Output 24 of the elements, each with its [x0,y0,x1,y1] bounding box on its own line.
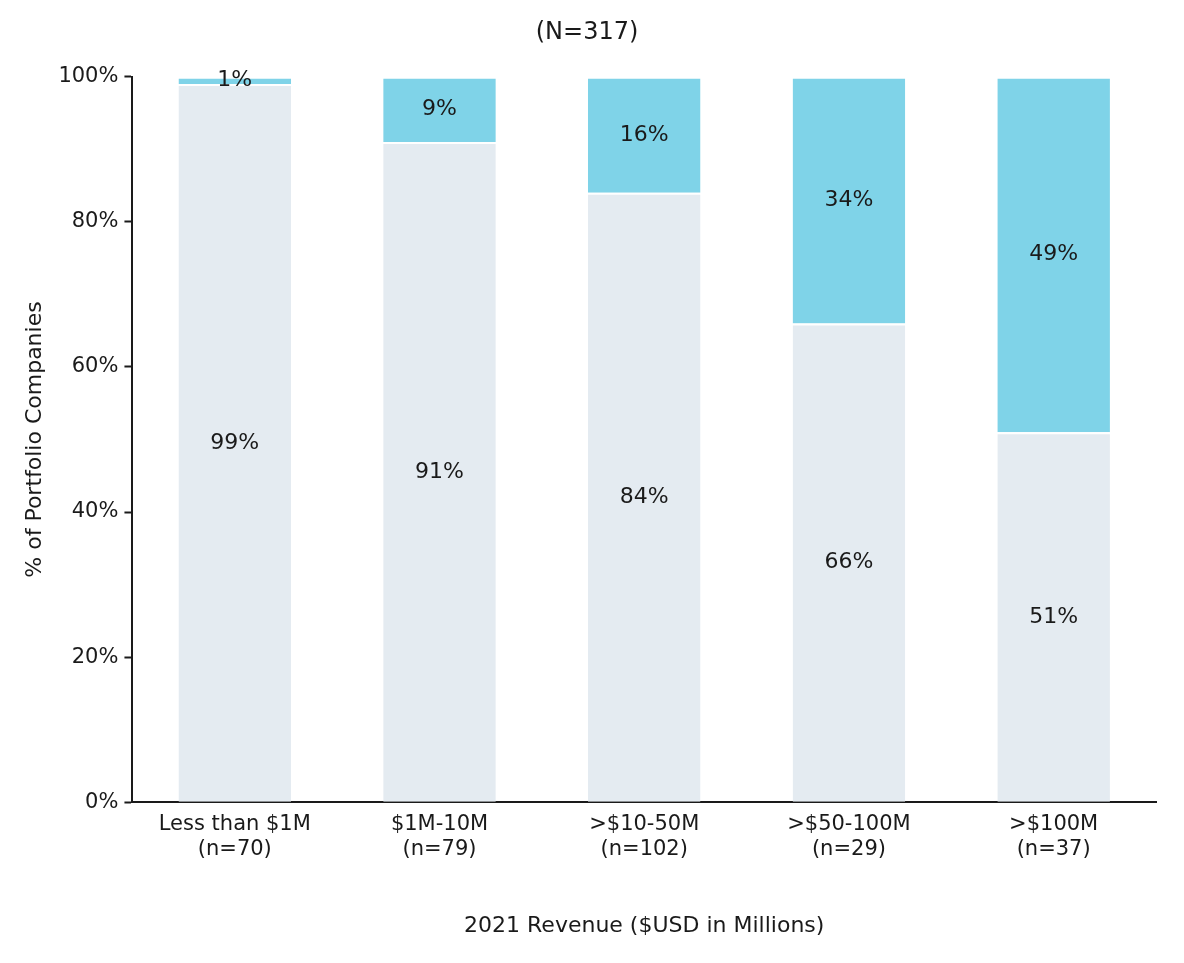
y-axis-title: % of Portfolio Companies [20,301,46,578]
y-tick-label: 40% [71,498,119,523]
data-label: 84% [619,483,669,508]
data-label: 91% [415,457,464,483]
x-tick-label: Less than $1M (n=70) [158,811,311,861]
x-axis-title: 2021 Revenue ($USD in Millions) [464,911,825,937]
data-label: 99% [210,428,260,454]
data-label: 66% [824,548,874,574]
y-tick-label: 20% [71,643,119,668]
y-tick-label: 100% [58,63,119,88]
y-tick-label: 60% [71,353,119,378]
data-label: 16% [619,120,669,146]
x-tick-label: $1M-10M (n=79) [390,811,489,861]
chart-title: (N=317) [535,16,639,45]
y-tick-label: 0% [85,788,119,813]
data-label: 51% [1029,602,1079,628]
data-label: 1% [217,66,253,92]
data-label: 34% [824,185,874,211]
x-tick-label: >$10-50M (n=102) [589,811,700,861]
x-tick-label: >$50-100M (n=29) [787,811,911,861]
y-tick-label: 80% [71,208,119,233]
data-label: 49% [1029,240,1079,266]
data-label: 9% [422,95,457,121]
x-tick-label: >$100M (n=37) [1009,811,1099,861]
